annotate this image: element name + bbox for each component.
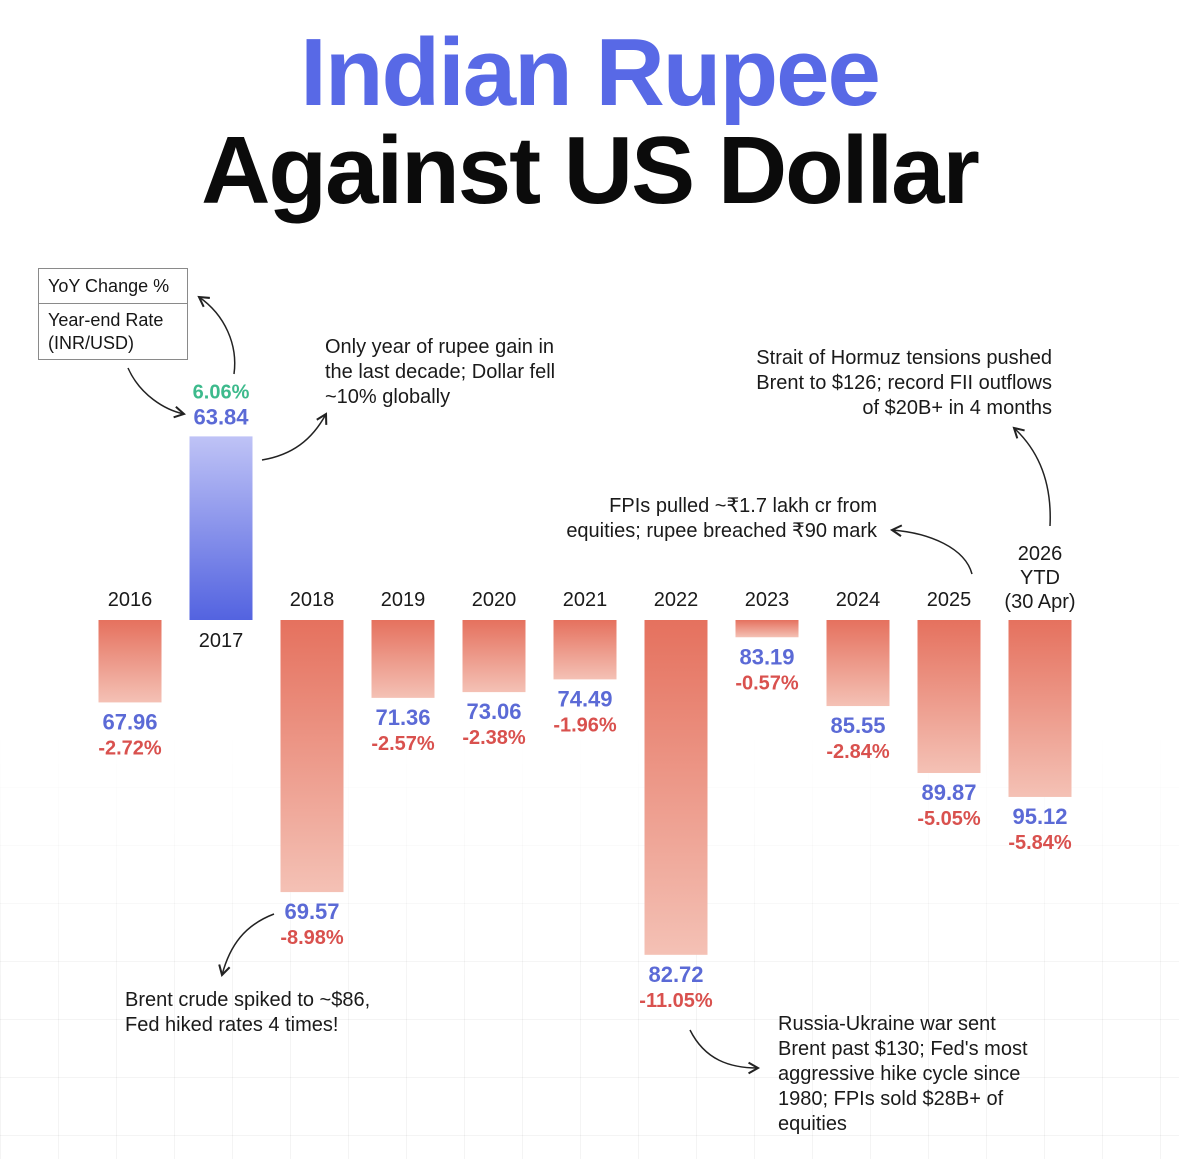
bar-2024 — [826, 620, 890, 707]
arrow-change-to-legend — [197, 295, 236, 375]
year-label-2024: 2024 — [836, 589, 881, 611]
bar-2017 — [189, 436, 253, 620]
annotation-2022-line-2: Brent past $130; Fed's most — [778, 1038, 1028, 1060]
annotation-2026-line-1: Strait of Hormuz tensions pushed — [756, 347, 1052, 369]
arrow-2025-annotation — [889, 524, 973, 575]
year-label-ytd-1: YTD — [1020, 567, 1060, 589]
rate-label-2016: 67.96 — [102, 709, 157, 734]
bar-ytd — [1008, 620, 1072, 797]
year-label-ytd-0: 2026 — [1018, 543, 1063, 565]
change-label-2018: -8.98% — [280, 927, 344, 949]
bar-2018 — [280, 620, 344, 893]
change-label-2019: -2.57% — [371, 733, 435, 755]
rate-label-2025: 89.87 — [921, 780, 976, 805]
bar-2020 — [462, 620, 526, 693]
arrow-2026-annotation — [1012, 426, 1051, 527]
rate-label-2020: 73.06 — [466, 699, 521, 724]
change-label-2020: -2.38% — [462, 727, 526, 749]
legend-yoy-label: YoY Change % — [39, 269, 187, 304]
rate-label-2018: 69.57 — [284, 899, 339, 924]
bar-2021 — [553, 620, 617, 680]
annotation-2025-line-2: equities; rupee breached ₹90 mark — [566, 520, 877, 542]
rate-label-2023: 83.19 — [739, 644, 794, 669]
arrow-2022-annotation — [689, 1029, 761, 1075]
year-label-2017: 2017 — [199, 630, 244, 652]
arrow-2018-annotation — [218, 913, 275, 977]
legend-rate-label-line-1: Year-end Rate — [48, 310, 164, 330]
year-label-2022: 2022 — [654, 589, 699, 611]
annotation-2017-line-2: the last decade; Dollar fell — [325, 361, 556, 383]
legend-rate-label-line-2: (INR/USD) — [48, 333, 134, 353]
annotation-2018-line-1: Brent crude spiked to ~$86, — [125, 989, 371, 1011]
annotation-2026: Strait of Hormuz tensions pushed Brent t… — [690, 346, 1052, 421]
year-label-2023: 2023 — [745, 589, 790, 611]
annotation-2017: Only year of rupee gain in the last deca… — [325, 335, 555, 410]
arrow-legend-to-rate — [127, 367, 186, 419]
annotation-arrows — [127, 295, 1051, 1075]
bar-2016 — [98, 620, 162, 703]
year-label-2018: 2018 — [290, 589, 335, 611]
title-line-2: Against US Dollar — [201, 117, 980, 224]
background-grid — [0, 729, 1179, 1159]
annotation-2022-line-3: aggressive hike cycle since — [778, 1063, 1021, 1085]
annotation-2018-line-2: Fed hiked rates 4 times! — [125, 1014, 339, 1036]
legend-rate-label: Year-end Rate (INR/USD) — [48, 309, 183, 355]
year-label-2020: 2020 — [472, 589, 517, 611]
annotation-2025-line-1: FPIs pulled ~₹1.7 lakh cr from — [609, 495, 877, 517]
rate-label-2022: 82.72 — [648, 962, 703, 987]
rate-label-2019: 71.36 — [375, 705, 430, 730]
annotation-2025: FPIs pulled ~₹1.7 lakh cr from equities;… — [500, 494, 877, 544]
year-label-2021: 2021 — [563, 589, 608, 611]
year-label-2016: 2016 — [108, 589, 153, 611]
bar-2023 — [735, 620, 799, 638]
change-label-2022: -11.05% — [639, 990, 713, 1012]
annotation-2017-line-1: Only year of rupee gain in — [325, 336, 555, 358]
legend-box: YoY Change % Year-end Rate (INR/USD) — [38, 268, 188, 360]
rate-label-2024: 85.55 — [830, 713, 885, 738]
annotation-2022: Russia-Ukraine war sent Brent past $130;… — [778, 1012, 1028, 1137]
annotation-2022-line-1: Russia-Ukraine war sent — [778, 1013, 996, 1035]
annotation-2022-line-5: equities — [778, 1113, 847, 1135]
change-label-2016: -2.72% — [98, 737, 162, 759]
bar-2025 — [917, 620, 981, 774]
annotation-2026-line-2: Brent to $126; record FII outflows — [756, 372, 1052, 394]
annotation-2018: Brent crude spiked to ~$86, Fed hiked ra… — [125, 988, 370, 1038]
change-label-2017: 6.06% — [193, 381, 250, 403]
annotation-2022-line-4: 1980; FPIs sold $28B+ of — [778, 1088, 1004, 1110]
year-label-ytd-2: (30 Apr) — [1004, 591, 1075, 613]
change-label-2024: -2.84% — [826, 741, 890, 763]
rate-label-ytd: 95.12 — [1012, 804, 1067, 829]
title-line-1: Indian Rupee — [300, 19, 881, 126]
year-label-2025: 2025 — [927, 589, 972, 611]
rate-label-2017: 63.84 — [193, 404, 249, 429]
bar-2022 — [644, 620, 708, 955]
change-label-2025: -5.05% — [917, 808, 981, 830]
annotation-2026-line-3: of $20B+ in 4 months — [862, 397, 1052, 419]
rate-label-2021: 74.49 — [557, 686, 612, 711]
change-label-ytd: -5.84% — [1008, 832, 1072, 854]
year-label-2019: 2019 — [381, 589, 426, 611]
change-label-2021: -1.96% — [553, 714, 617, 736]
annotation-2017-line-3: ~10% globally — [325, 386, 451, 408]
arrow-2017-annotation — [261, 412, 328, 461]
bar-2019 — [371, 620, 435, 698]
change-label-2023: -0.57% — [735, 672, 799, 694]
